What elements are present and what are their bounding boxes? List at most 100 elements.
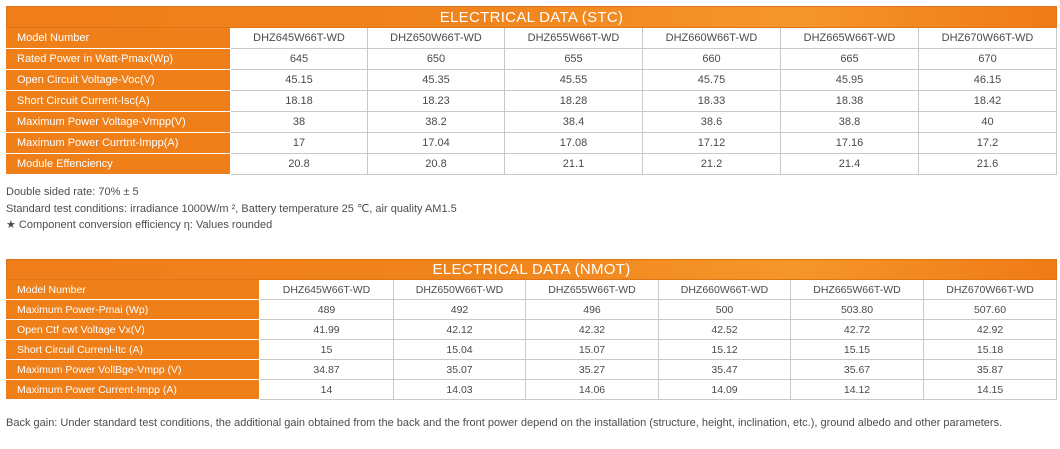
stc-header-row: Model Number DHZ645W66T-WD DHZ650W66T-WD…: [6, 27, 1058, 49]
nmot-model-cell: DHZ655W66T-WD: [525, 279, 659, 300]
stc-header-label: Model Number: [6, 27, 231, 49]
stc-model-cell: DHZ650W66T-WD: [367, 27, 505, 49]
row-label: Maximum Power Currtnt-Impp(A): [6, 132, 231, 154]
stc-row-max-power-voltage: Maximum Power Voltage-Vmpp(V) 38 38.2 38…: [6, 111, 1058, 133]
value-cell: 14: [259, 379, 394, 400]
value-cell: 38.6: [642, 111, 781, 133]
value-cell: 34.87: [259, 359, 394, 380]
nmot-row-short-circuit-current: Short Circuil Currenl-Itc (A) 15 15.04 1…: [6, 339, 1058, 360]
stc-row-open-circuit-voltage: Open Circuit Voltage-Voc(V) 45.15 45.35 …: [6, 69, 1058, 91]
electrical-data-nmot-table: ELECTRICAL DATA (NMOT) Model Number DHZ6…: [5, 259, 1058, 400]
value-cell: 15.15: [790, 339, 924, 360]
value-cell: 17.08: [504, 132, 643, 154]
value-cell: 492: [393, 299, 526, 320]
value-cell: 18.18: [230, 90, 368, 112]
value-cell: 14.15: [922, 379, 1058, 400]
stc-row-max-power-current: Maximum Power Currtnt-Impp(A) 17 17.04 1…: [6, 132, 1058, 154]
value-cell: 35.47: [658, 359, 791, 380]
value-cell: 42.72: [790, 319, 924, 340]
value-cell: 14.12: [790, 379, 924, 400]
value-cell: 17: [230, 132, 368, 154]
value-cell: 45.35: [367, 69, 505, 91]
row-label: Maximum Power Voltage-Vmpp(V): [6, 111, 231, 133]
value-cell: 14.06: [525, 379, 659, 400]
value-cell: 18.23: [367, 90, 505, 112]
value-cell: 35.87: [922, 359, 1058, 380]
row-label: Rated Power in Watt-Pmax(Wp): [6, 48, 231, 70]
value-cell: 17.2: [917, 132, 1058, 154]
value-cell: 15: [259, 339, 394, 360]
nmot-model-cell: DHZ660W66T-WD: [658, 279, 791, 300]
back-gain-note: Back gain: Under standard test condition…: [6, 417, 1003, 429]
value-cell: 42.32: [525, 319, 659, 340]
stc-row-short-circuit-current: Short Circuit Current-Isc(A) 18.18 18.23…: [6, 90, 1058, 112]
value-cell: 35.67: [790, 359, 924, 380]
value-cell: 45.15: [230, 69, 368, 91]
value-cell: 500: [658, 299, 791, 320]
stc-row-module-efficiency: Module Effenciency 20.8 20.8 21.1 21.2 2…: [6, 153, 1058, 175]
value-cell: 45.75: [642, 69, 781, 91]
row-label: Maximum Power Current-Impp (A): [6, 379, 260, 400]
value-cell: 45.95: [780, 69, 919, 91]
nmot-row-max-power: Maximum Power-Pmai (Wp) 489 492 496 500 …: [6, 299, 1058, 320]
value-cell: 507.60: [922, 299, 1058, 320]
value-cell: 17.16: [780, 132, 919, 154]
stc-model-cell: DHZ660W66T-WD: [642, 27, 781, 49]
efficiency-note: ★ Component conversion efficiency η: Val…: [6, 219, 273, 231]
value-cell: 655: [504, 48, 643, 70]
nmot-model-cell: DHZ670W66T-WD: [922, 279, 1058, 300]
row-label: Short Circuit Current-Isc(A): [6, 90, 231, 112]
value-cell: 670: [917, 48, 1058, 70]
value-cell: 665: [780, 48, 919, 70]
value-cell: 21.1: [504, 153, 643, 175]
value-cell: 17.04: [367, 132, 505, 154]
value-cell: 20.8: [367, 153, 505, 175]
value-cell: 35.07: [393, 359, 526, 380]
nmot-header-row: Model Number DHZ645W66T-WD DHZ650W66T-WD…: [6, 279, 1058, 300]
value-cell: 15.07: [525, 339, 659, 360]
value-cell: 42.52: [658, 319, 791, 340]
value-cell: 660: [642, 48, 781, 70]
value-cell: 38.4: [504, 111, 643, 133]
nmot-model-cell: DHZ665W66T-WD: [790, 279, 924, 300]
nmot-header-label: Model Number: [6, 279, 260, 300]
electrical-data-stc-table: ELECTRICAL DATA (STC) Model Number DHZ64…: [5, 6, 1058, 175]
stc-model-cell: DHZ665W66T-WD: [780, 27, 919, 49]
value-cell: 40: [917, 111, 1058, 133]
value-cell: 21.4: [780, 153, 919, 175]
nmot-row-open-circuit-voltage: Open Ctf cwt Voltage Vx(V) 41.99 42.12 4…: [6, 319, 1058, 340]
value-cell: 35.27: [525, 359, 659, 380]
row-label: Maximum Power-Pmai (Wp): [6, 299, 260, 320]
value-cell: 650: [367, 48, 505, 70]
value-cell: 18.28: [504, 90, 643, 112]
value-cell: 38: [230, 111, 368, 133]
value-cell: 15.18: [922, 339, 1058, 360]
stc-model-cell: DHZ655W66T-WD: [504, 27, 643, 49]
row-label: Short Circuil Currenl-Itc (A): [6, 339, 260, 360]
value-cell: 18.38: [780, 90, 919, 112]
value-cell: 496: [525, 299, 659, 320]
nmot-row-max-power-current: Maximum Power Current-Impp (A) 14 14.03 …: [6, 379, 1058, 400]
value-cell: 20.8: [230, 153, 368, 175]
nmot-model-cell: DHZ650W66T-WD: [393, 279, 526, 300]
value-cell: 18.42: [917, 90, 1058, 112]
value-cell: 17.12: [642, 132, 781, 154]
value-cell: 18.33: [642, 90, 781, 112]
value-cell: 42.12: [393, 319, 526, 340]
value-cell: 489: [259, 299, 394, 320]
value-cell: 45.55: [504, 69, 643, 91]
stc-table-title: ELECTRICAL DATA (STC): [5, 6, 1058, 28]
row-label: Open Circuit Voltage-Voc(V): [6, 69, 231, 91]
stc-row-rated-power: Rated Power in Watt-Pmax(Wp) 645 650 655…: [6, 48, 1058, 70]
value-cell: 15.12: [658, 339, 791, 360]
row-label: Module Effenciency: [6, 153, 231, 175]
nmot-row-max-power-voltage: Maximum Power VollBge-Vmpp (V) 34.87 35.…: [6, 359, 1058, 380]
test-conditions-note: Standard test conditions: irradiance 100…: [6, 203, 457, 215]
row-label: Open Ctf cwt Voltage Vx(V): [6, 319, 260, 340]
nmot-table-title: ELECTRICAL DATA (NMOT): [5, 259, 1058, 280]
value-cell: 503.80: [790, 299, 924, 320]
value-cell: 38.2: [367, 111, 505, 133]
value-cell: 21.2: [642, 153, 781, 175]
double-sided-rate-note: Double sided rate: 70% ± 5: [6, 186, 139, 198]
value-cell: 14.09: [658, 379, 791, 400]
